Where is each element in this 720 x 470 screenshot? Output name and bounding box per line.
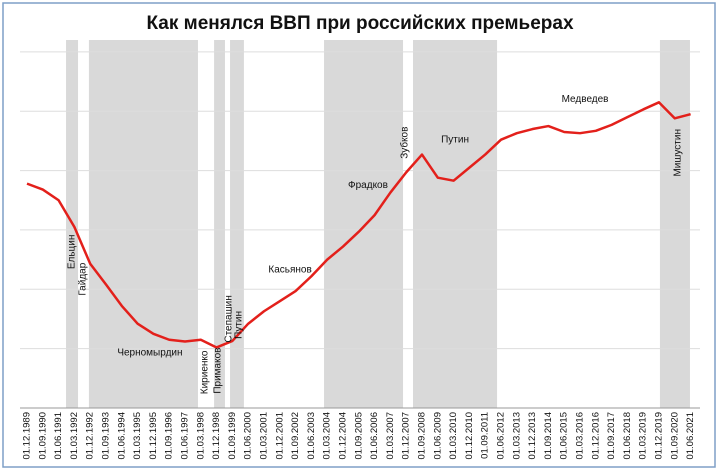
premier-label: Гайдар <box>78 262 89 295</box>
x-tick-label: 01.12.1998 <box>211 412 222 460</box>
x-tick-label: 01.06.2006 <box>369 412 380 460</box>
premier-label: Путин <box>234 311 245 339</box>
x-tick-label: 01.09.2002 <box>290 412 301 460</box>
x-tick-label: 01.09.2014 <box>543 412 554 460</box>
x-tick-label: 01.09.2011 <box>480 412 491 459</box>
x-tick-label: 01.03.2001 <box>259 412 270 460</box>
x-tick-label: 01.12.2007 <box>401 412 412 460</box>
premier-label: Касьянов <box>268 264 311 275</box>
x-tick-label: 01.06.2000 <box>243 412 254 460</box>
premier-label: Путин <box>441 134 469 145</box>
x-tick-label: 01.12.1989 <box>22 412 33 460</box>
x-tick-label: 01.03.2013 <box>511 412 522 460</box>
x-tick-label: 01.09.1993 <box>101 412 112 460</box>
x-tick-label: 01.12.2016 <box>590 412 601 460</box>
x-tick-label: 01.09.2017 <box>606 412 617 460</box>
x-tick-label: 01.06.2015 <box>559 412 570 460</box>
premier-label: Мишустин <box>673 129 684 177</box>
x-tick-label: 01.03.2010 <box>448 412 459 460</box>
x-tick-label: 01.12.2013 <box>527 412 538 460</box>
x-tick-label: 01.06.2021 <box>685 412 696 460</box>
premier-label: Кириенко <box>200 350 211 394</box>
premier-label: Медведев <box>562 94 609 105</box>
x-tick-label: 01.09.2005 <box>353 412 364 460</box>
x-tick-label: 01.06.2012 <box>496 412 507 460</box>
x-tick-label: 01.06.1991 <box>53 412 64 460</box>
x-tick-label: 01.03.2004 <box>322 412 333 460</box>
x-tick-label: 01.03.2016 <box>575 412 586 460</box>
x-tick-label: 01.12.2010 <box>464 412 475 460</box>
premier-label: Фрадков <box>348 180 388 191</box>
x-tick-label: 01.03.1998 <box>195 412 206 460</box>
x-tick-label: 01.09.2008 <box>417 412 428 460</box>
x-tick-label: 01.03.2007 <box>385 412 396 460</box>
x-tick-label: 01.12.2004 <box>338 412 349 460</box>
premier-label: Ельцин <box>67 235 78 270</box>
x-tick-label: 01.06.2009 <box>432 412 443 460</box>
x-tick-label: 01.03.1995 <box>132 412 143 460</box>
premier-label: Примаков <box>213 348 224 394</box>
premier-band <box>88 40 198 408</box>
premier-label: Степашин <box>224 295 235 342</box>
x-tick-label: 01.03.2019 <box>638 412 649 460</box>
x-tick-label: 01.09.2020 <box>669 412 680 460</box>
premier-band <box>412 40 498 408</box>
x-tick-label: 01.09.1999 <box>227 412 238 460</box>
x-tick-label: 01.09.1996 <box>164 412 175 460</box>
x-tick-label: 01.06.2018 <box>622 412 633 460</box>
x-tick-label: 01.03.1992 <box>69 412 80 460</box>
premier-label: Черномырдин <box>117 347 182 358</box>
x-tick-label: 01.12.2001 <box>274 412 285 460</box>
premier-band <box>324 40 404 408</box>
chart-title: Как менялся ВВП при российских премьерах <box>146 13 573 34</box>
premier-band <box>230 40 244 408</box>
x-tick-label: 01.06.1994 <box>116 412 127 460</box>
x-tick-label: 01.12.1992 <box>85 412 96 460</box>
x-tick-label: 01.06.1997 <box>180 412 191 460</box>
x-tick-label: 01.12.1995 <box>148 412 159 460</box>
x-tick-label: 01.12.2019 <box>654 412 665 460</box>
premier-label: Зубков <box>399 127 411 159</box>
x-tick-label: 01.09.1990 <box>37 412 48 460</box>
gdp-line <box>26 101 691 349</box>
premier-band <box>659 40 690 408</box>
x-tick-label: 01.06.2003 <box>306 412 317 460</box>
premier-band <box>214 40 225 408</box>
